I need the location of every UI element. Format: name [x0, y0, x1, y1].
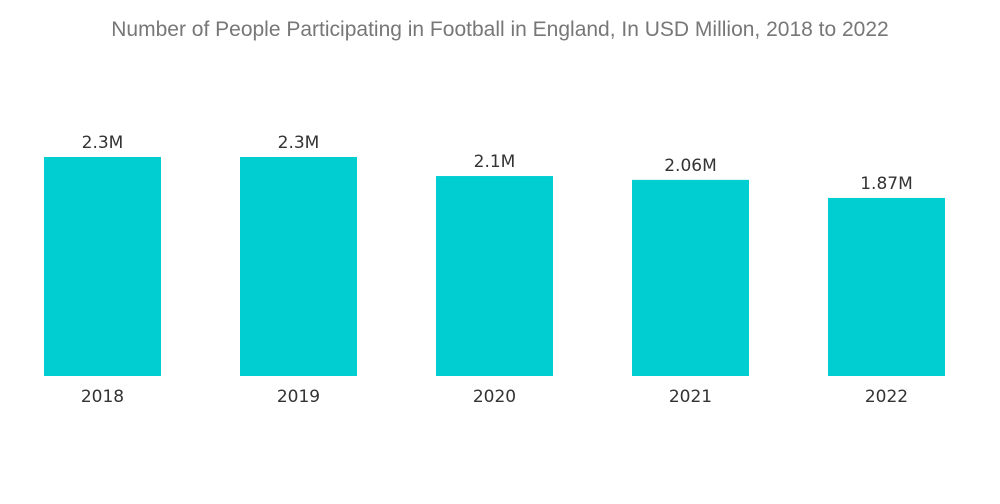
bar-2019: [240, 157, 357, 376]
x-tick-label-2020: 2020: [473, 387, 516, 407]
bar-2018: [44, 157, 161, 376]
bar-2021: [632, 179, 749, 376]
data-label-2018: 2.3M: [82, 133, 124, 153]
x-tick-label-2019: 2019: [277, 387, 320, 407]
data-label-2022: 1.87M: [860, 174, 913, 194]
data-label-2019: 2.3M: [278, 133, 320, 153]
x-tick-label-2021: 2021: [669, 387, 712, 407]
bar-2022: [828, 197, 945, 376]
x-tick-label-2018: 2018: [81, 387, 124, 407]
data-label-2020: 2.1M: [474, 152, 516, 172]
chart-title: Number of People Participating in Footba…: [111, 18, 889, 41]
data-label-2021: 2.06M: [664, 156, 717, 176]
bar-2020: [436, 176, 553, 376]
x-tick-label-2022: 2022: [865, 387, 908, 407]
